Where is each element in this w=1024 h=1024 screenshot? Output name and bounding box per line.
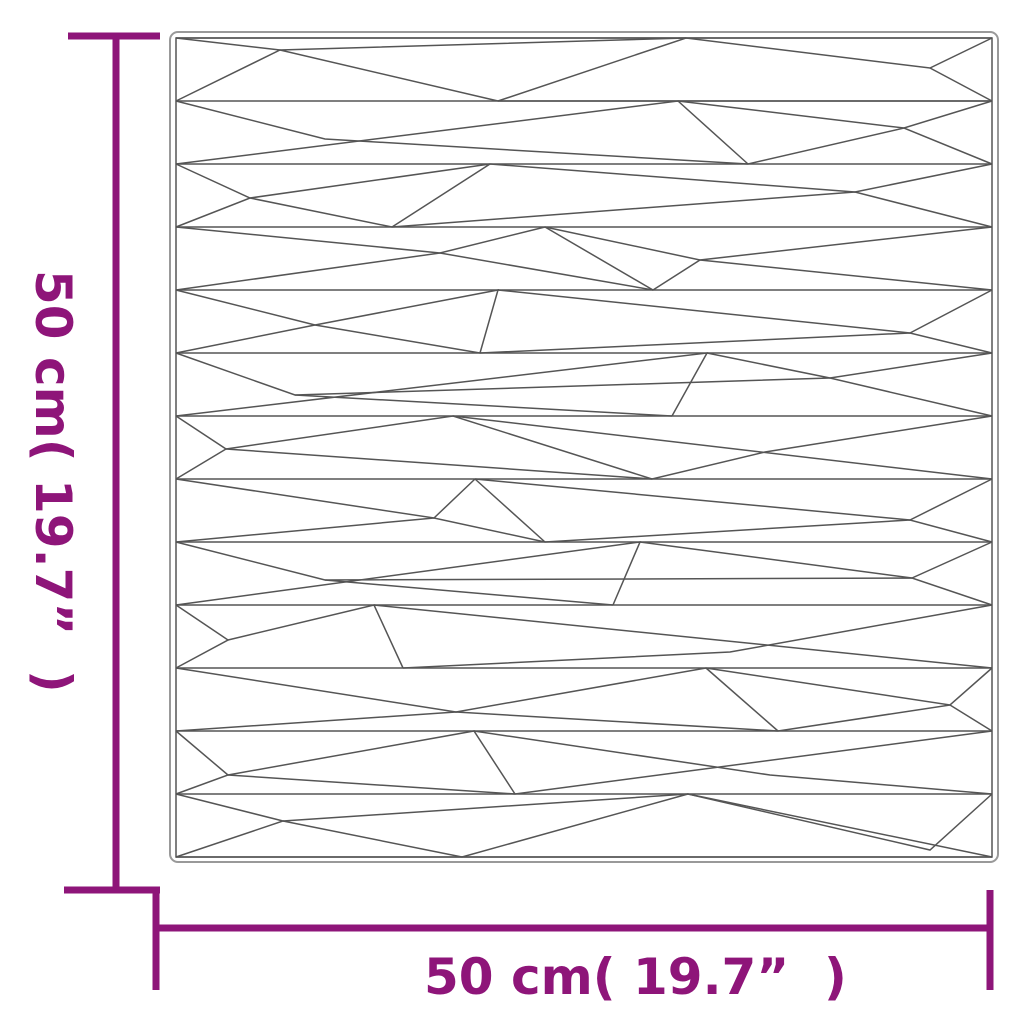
panel-facet-line	[175, 517, 546, 543]
panel-facet-line	[175, 37, 687, 102]
panel-facet-line	[929, 67, 993, 102]
panel-facet-line	[175, 667, 707, 713]
panel-facet-line	[497, 289, 993, 334]
panel-facet-line	[452, 415, 993, 480]
panel-pattern	[175, 37, 993, 858]
panel-facet-line	[175, 226, 546, 254]
panel-facet-line	[175, 793, 286, 858]
panel-facet-line	[544, 226, 993, 291]
panel-facet-line	[747, 127, 993, 165]
panel-outline	[169, 31, 999, 863]
panel-facet-line	[777, 704, 993, 732]
panel-facet-line	[497, 37, 993, 102]
panel-facet-line	[225, 415, 653, 480]
panel-facet-line	[175, 711, 779, 732]
panel-facet-line	[474, 478, 993, 521]
panel-facet-line	[175, 100, 749, 165]
panel-facet-line	[373, 604, 993, 669]
height-label: 50 cm( 19.7” )	[24, 270, 82, 693]
panel-facet-line	[227, 604, 404, 669]
panel-facet-line	[175, 730, 230, 795]
panel-facet-line	[705, 667, 993, 706]
panel-facet-line	[544, 226, 993, 291]
panel-facet-line	[175, 163, 393, 228]
panel-facet-line	[391, 191, 993, 228]
panel-facet-line	[175, 289, 500, 354]
panel-facet-line	[489, 163, 993, 193]
panel-facet-line	[227, 730, 993, 795]
panel-facet-line	[175, 478, 476, 519]
panel-facet-line	[175, 163, 491, 228]
panel-facet-line	[479, 332, 993, 354]
panel-facet-line	[687, 793, 993, 851]
dimension-lines	[64, 32, 994, 990]
panel-facet-line	[175, 100, 749, 165]
panel-facet-line	[175, 541, 642, 606]
panel-facet-line	[639, 541, 993, 579]
width-label: 50 cm( 19.7” )	[424, 948, 847, 1006]
panel-facet-line	[175, 252, 654, 291]
panel-facet-line	[705, 667, 779, 732]
panel-facet-line	[175, 37, 499, 102]
panel-facet-line	[473, 730, 993, 795]
panel-facet-line	[677, 100, 993, 129]
panel-facet-line	[324, 577, 993, 606]
panel-facet-line	[225, 415, 993, 480]
panel-facet-line	[175, 415, 228, 480]
panel-facet-line	[402, 604, 993, 669]
panel-facet-line	[294, 352, 993, 396]
panel-facet-line	[706, 352, 993, 417]
panel-facet-line	[175, 604, 230, 669]
panel-facet-line	[474, 478, 546, 543]
panel-facet-line	[282, 820, 463, 858]
panel-facet-line	[687, 793, 993, 858]
panel-facet-line	[282, 793, 689, 858]
panel-inner-border	[175, 37, 993, 858]
panel-facet-line	[544, 519, 993, 543]
